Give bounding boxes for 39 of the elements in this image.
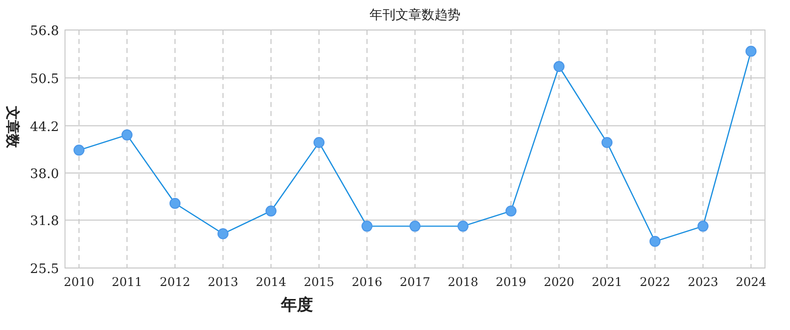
x-axis-title: 年度	[280, 295, 313, 314]
point	[74, 144, 84, 156]
y-axis-title: 文章数	[4, 105, 21, 149]
point	[170, 198, 180, 209]
point	[458, 220, 468, 232]
y-tick-label: 38.0	[30, 166, 59, 182]
point	[314, 137, 324, 148]
point	[218, 228, 228, 240]
x-tick-label: 2010	[64, 275, 94, 289]
x-tick-label: 2011	[112, 275, 142, 289]
x-tick-label: 2013	[208, 275, 238, 289]
point	[410, 220, 420, 232]
point	[746, 46, 756, 57]
point	[698, 220, 708, 232]
y-tick-label: 25.5	[30, 262, 59, 277]
chart-title: 年刊文章数趋势	[370, 8, 460, 23]
x-tick-label: 2014	[256, 275, 287, 289]
point	[506, 205, 516, 216]
x-tick-label: 2022	[640, 275, 670, 289]
y-tick-label: 31.8	[30, 214, 59, 230]
x-tick-label: 2024	[736, 275, 767, 289]
x-tick-label: 2021	[592, 275, 622, 289]
x-tick-label: 2019	[496, 275, 526, 289]
point	[602, 137, 612, 148]
y-tick-label: 56.8	[30, 24, 59, 39]
point	[266, 205, 276, 216]
x-tick-label: 2015	[304, 275, 334, 289]
x-tick-label: 2016	[352, 275, 382, 289]
x-tick-label: 2020	[544, 275, 574, 289]
x-tick-label: 2012	[160, 275, 190, 289]
point	[122, 129, 132, 140]
x-tick-label: 2018	[448, 275, 478, 289]
x-tick-label: 2023	[688, 275, 718, 289]
point	[650, 236, 660, 247]
point	[362, 220, 372, 232]
x-tick-label: 2017	[400, 275, 430, 289]
y-tick-label: 44.2	[30, 120, 59, 135]
y-tick-label: 50.5	[30, 72, 59, 87]
point	[554, 61, 564, 72]
